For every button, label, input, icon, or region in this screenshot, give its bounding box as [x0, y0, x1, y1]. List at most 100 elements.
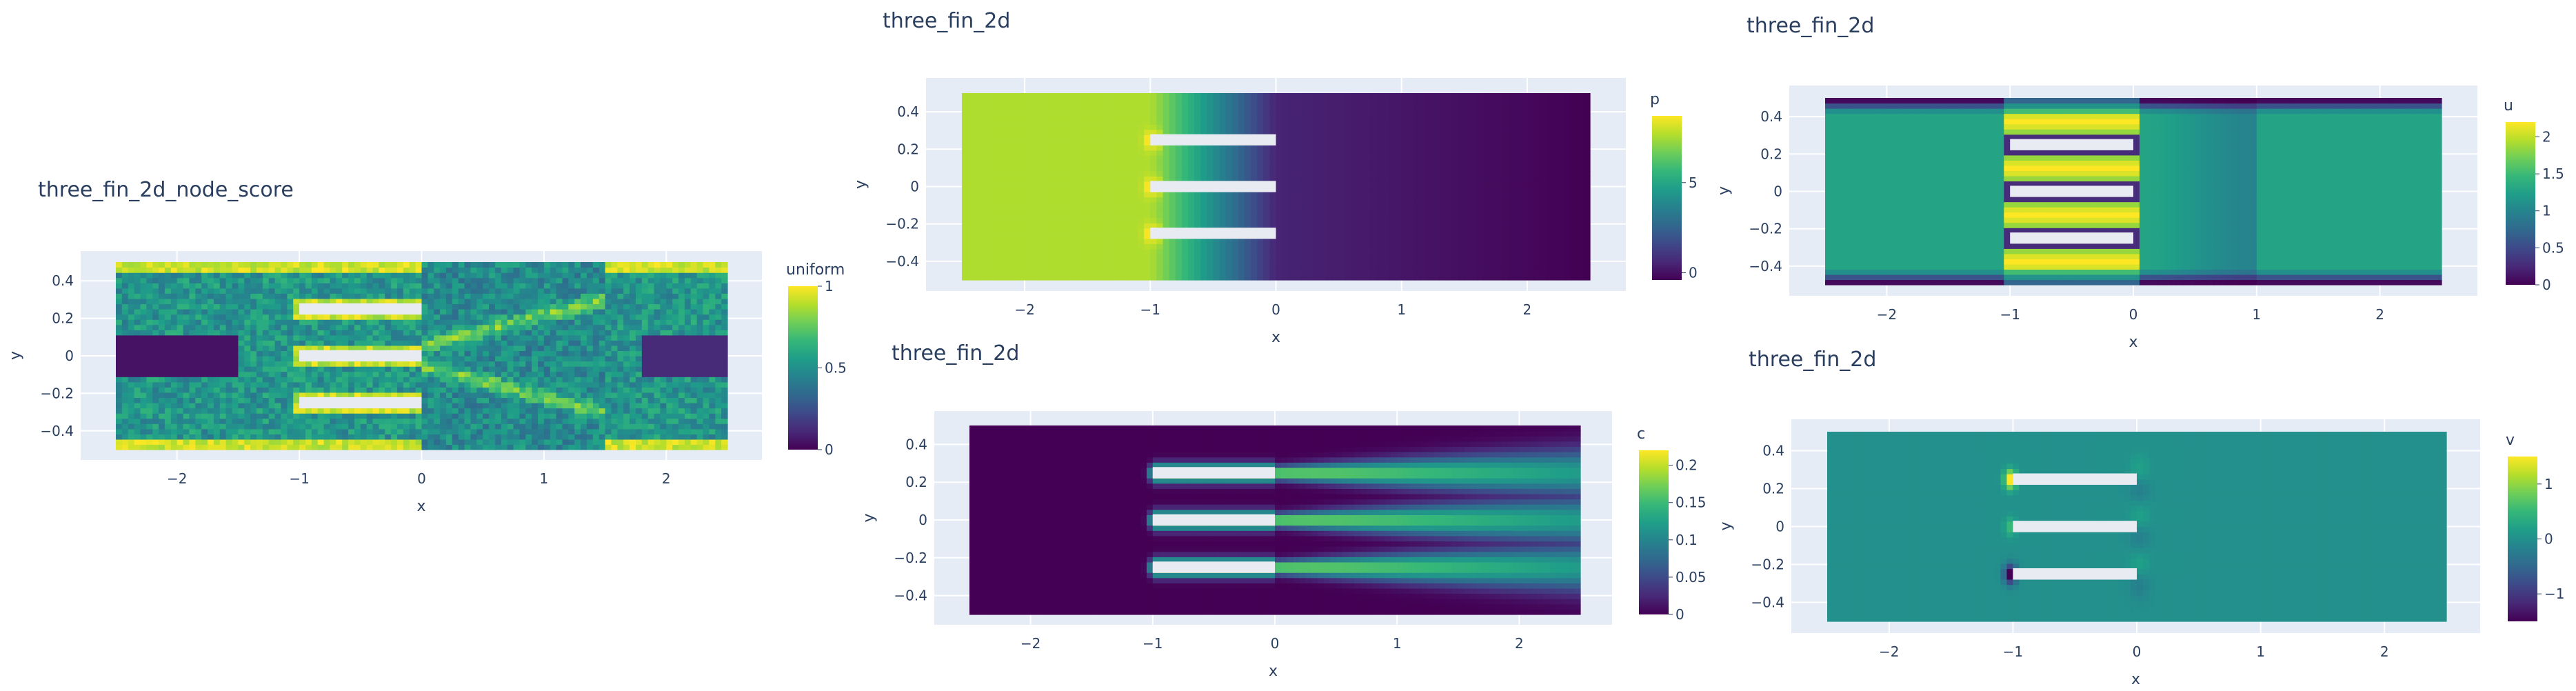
heatmap-cell [476, 408, 483, 414]
heatmap-cell [1220, 259, 1227, 265]
heatmap-cell [544, 319, 550, 325]
heatmap-cell [495, 283, 501, 288]
heatmap-cell [208, 309, 214, 314]
heatmap-cell [685, 268, 691, 273]
heatmap-cell [685, 413, 691, 419]
heatmap-cell [403, 262, 410, 268]
heatmap-cell [489, 262, 495, 268]
heatmap-cell [685, 325, 691, 330]
heatmap-cell [1081, 254, 1088, 259]
heatmap-cell [452, 268, 459, 273]
heatmap-cell [563, 272, 569, 278]
heatmap-cell [1113, 270, 1120, 275]
heatmap-cell [581, 262, 587, 268]
heatmap-cell [446, 392, 452, 398]
heatmap-cell [183, 382, 190, 388]
heatmap-cell [544, 299, 550, 304]
heatmap-cell [287, 366, 293, 372]
heatmap-cell [1257, 249, 1264, 254]
heatmap-cell [128, 372, 134, 377]
heatmap-cell [1289, 259, 1296, 265]
heatmap-cell [189, 288, 195, 294]
heatmap-cell [1320, 264, 1327, 270]
heatmap-cell [630, 346, 636, 351]
heatmap-cell [489, 303, 495, 309]
heatmap-cell [599, 382, 605, 388]
heatmap-cell [581, 335, 587, 341]
heatmap-cell [299, 408, 305, 414]
heatmap-cell [654, 434, 661, 439]
heatmap-cell [250, 350, 256, 356]
heatmap-cell [1069, 259, 1076, 265]
heatmap-cell [495, 403, 501, 408]
heatmap-cell [605, 288, 612, 294]
heatmap-cell [403, 361, 410, 367]
heatmap-cell [1056, 274, 1063, 280]
heatmap-cell [489, 439, 495, 445]
heatmap-cell [483, 403, 489, 408]
heatmap-cell [293, 309, 299, 314]
heatmap-cell [1050, 259, 1057, 265]
heatmap-cell [171, 278, 177, 283]
heatmap-cell [648, 293, 654, 299]
heatmap-cell [1565, 274, 1572, 280]
heatmap-cell [128, 397, 134, 403]
heatmap-cell [483, 392, 489, 398]
heatmap-cell [361, 408, 367, 414]
heatmap-cell [281, 429, 287, 434]
heatmap-cell [1320, 270, 1327, 275]
heatmap-cell [1546, 274, 1553, 280]
heatmap-cell [122, 372, 128, 377]
heatmap-cell [1282, 254, 1289, 259]
heatmap-cell [1156, 249, 1163, 254]
heatmap-cell [501, 429, 507, 434]
heatmap-cell [525, 278, 532, 283]
heatmap-cell [654, 303, 661, 309]
heatmap-cell [538, 392, 544, 398]
heatmap-cell [495, 303, 501, 309]
heatmap-cell [287, 419, 293, 424]
heatmap-cell [514, 403, 520, 408]
heatmap-cell [1144, 249, 1151, 254]
heatmap-cell [1138, 270, 1145, 275]
heatmap-cell [507, 361, 514, 367]
heatmap-cell [697, 325, 703, 330]
heatmap-cell [263, 262, 269, 268]
heatmap-cell [342, 288, 348, 294]
heatmap-cell [709, 419, 715, 424]
heatmap-cell [519, 319, 525, 325]
heatmap-cell [128, 413, 134, 419]
heatmap-cell [440, 382, 446, 388]
heatmap-cell [373, 392, 379, 398]
heatmap-cell [244, 434, 250, 439]
heatmap-cell [140, 272, 146, 278]
heatmap-cell [611, 361, 617, 367]
heatmap-cell [587, 397, 593, 403]
heatmap-cell [385, 293, 391, 299]
heatmap-cell [476, 283, 483, 288]
heatmap-cell [617, 434, 623, 439]
heatmap-cell [244, 423, 250, 429]
heatmap-cell [483, 366, 489, 372]
heatmap-cell [715, 392, 721, 398]
heatmap-cell [232, 361, 239, 367]
heatmap-cell [263, 403, 269, 408]
heatmap-cell [1245, 259, 1251, 265]
heatmap-cell [721, 361, 727, 367]
heatmap-cell [159, 325, 165, 330]
heatmap-cell [263, 309, 269, 314]
heatmap-cell [703, 403, 710, 408]
heatmap-cell [593, 350, 599, 356]
heatmap-cell [336, 377, 342, 382]
heatmap-cell [305, 262, 312, 268]
heatmap-cell [642, 377, 648, 382]
heatmap-cell [342, 346, 348, 351]
heatmap-cell [305, 346, 312, 351]
heatmap-cell [636, 293, 642, 299]
heatmap-cell [642, 439, 648, 445]
heatmap-cell [410, 330, 416, 335]
heatmap-cell [642, 288, 648, 294]
heatmap-cell [672, 356, 678, 361]
heatmap-cell [550, 419, 556, 424]
heatmap-cell [709, 382, 715, 388]
